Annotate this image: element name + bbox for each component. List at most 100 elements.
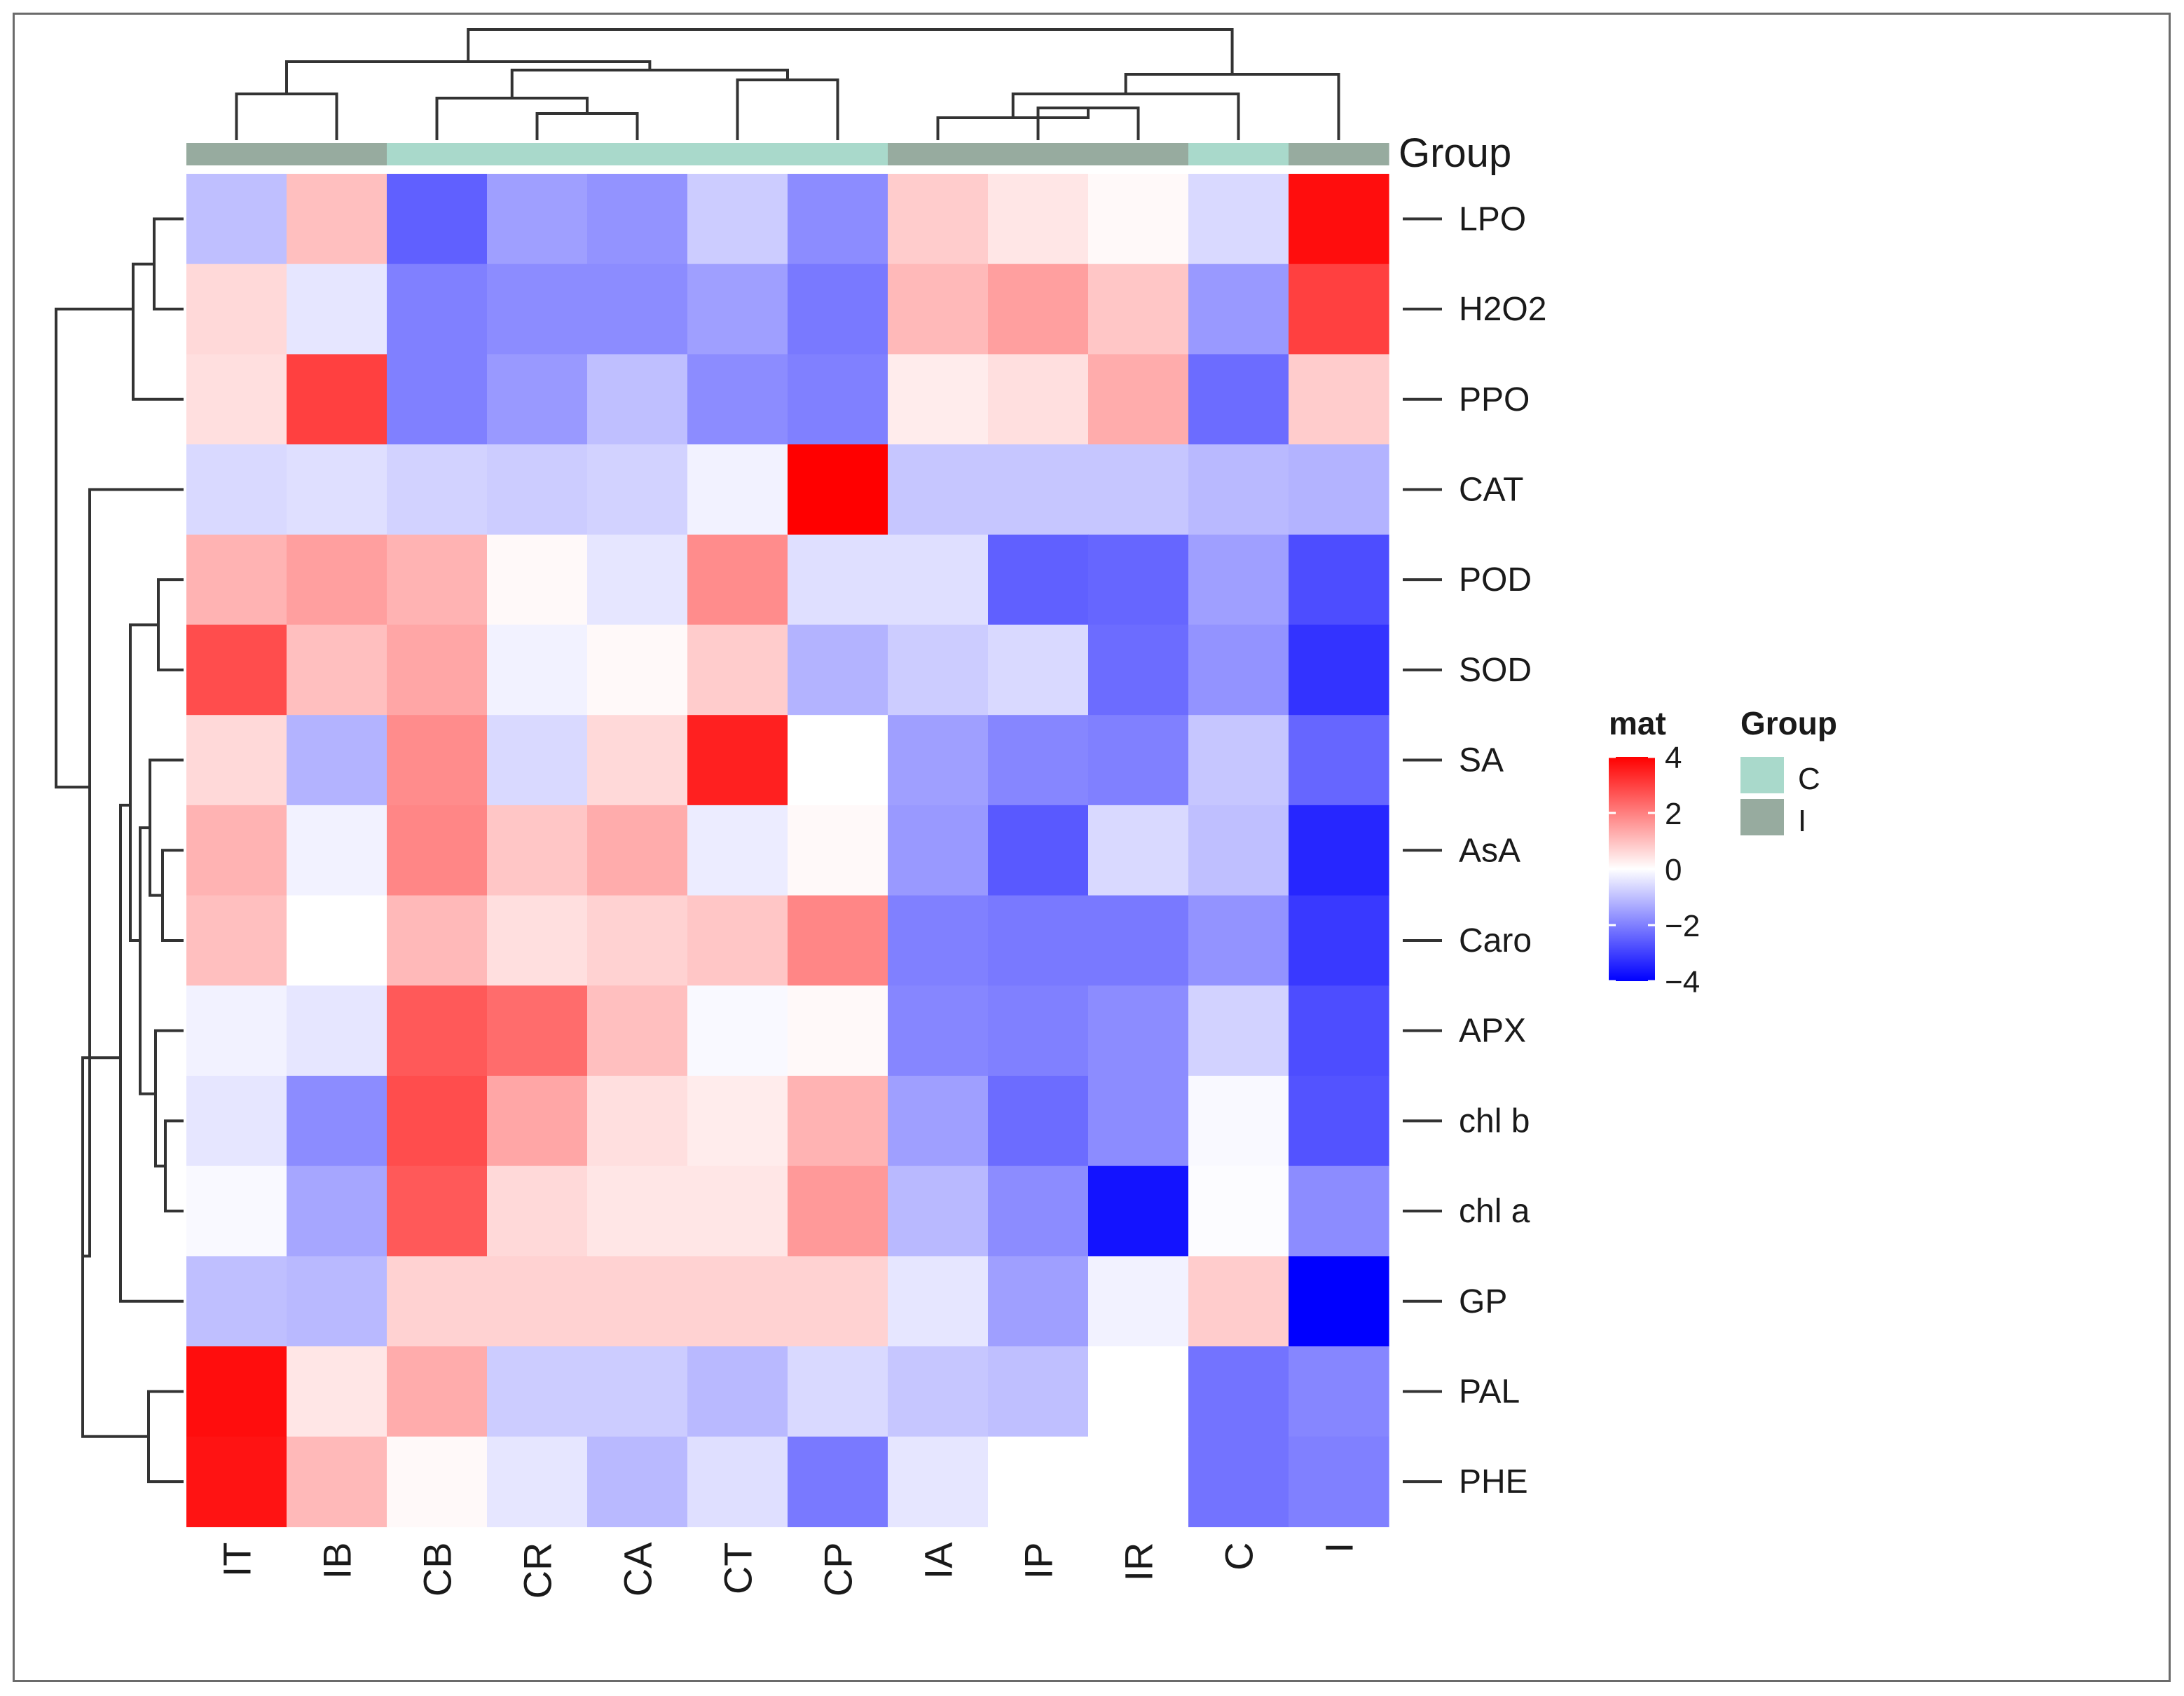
heatmap-cell-lpo-ct xyxy=(687,174,788,265)
column-dendrogram-branch xyxy=(736,78,839,140)
group-annotation-ib xyxy=(287,143,387,165)
row-dendrogram-branch xyxy=(164,1119,184,1213)
heatmap-cell-phe-ib xyxy=(287,1436,387,1528)
heatmap-cell-lpo-cp xyxy=(788,174,888,265)
heatmap-cell-caro-i xyxy=(1289,895,1389,986)
heatmap-cell-apx-ib xyxy=(287,985,387,1076)
group-annotation-ct xyxy=(687,143,788,165)
row-dendrogram-branch xyxy=(132,262,184,401)
heatmap-cell-apx-ct xyxy=(687,985,788,1076)
heatmap-cell-phe-c xyxy=(1188,1436,1289,1528)
group-annotation-cp xyxy=(788,143,888,165)
heatmap-cell-cat-cp xyxy=(788,444,888,535)
column-label-ip: IP xyxy=(1017,1543,1061,1580)
heatmap-cell-h2o2-it xyxy=(186,264,287,355)
heatmap-cell-chl-b-ip xyxy=(988,1076,1089,1167)
heatmap-cell-phe-ir xyxy=(1088,1436,1189,1528)
column-label-cr: CR xyxy=(516,1543,560,1599)
heatmap-cell-phe-cr xyxy=(487,1436,588,1528)
heatmap-cells xyxy=(186,174,1389,1528)
column-label-c: C xyxy=(1217,1543,1261,1571)
heatmap-cell-pod-ia xyxy=(888,534,989,626)
row-label-h2o2: H2O2 xyxy=(1459,291,1546,328)
heatmap-cell-phe-ca xyxy=(587,1436,688,1528)
heatmap-cell-caro-it xyxy=(186,895,287,986)
group-legend-label-c: C xyxy=(1798,762,1820,796)
heatmap-cell-chl-a-cr xyxy=(487,1165,588,1257)
heatmap-cell-gp-ib xyxy=(287,1256,387,1347)
row-dendrogram-branch xyxy=(129,623,158,942)
heatmap-cell-cat-ir xyxy=(1088,444,1189,535)
heatmap-cell-h2o2-ca xyxy=(587,264,688,355)
row-label-lpo: LPO xyxy=(1459,200,1526,238)
heatmap-cell-pod-ip xyxy=(988,534,1089,626)
heatmap-cell-sa-cr xyxy=(487,715,588,806)
heatmap-cell-pod-it xyxy=(186,534,287,626)
group-legend-swatch-i xyxy=(1740,799,1784,835)
heatmap-cell-gp-cr xyxy=(487,1256,588,1347)
heatmap-cell-apx-cp xyxy=(788,985,888,1076)
heatmap-cell-gp-ia xyxy=(888,1256,989,1347)
heatmap-cell-phe-cp xyxy=(788,1436,888,1528)
heatmap-cell-chl-b-ca xyxy=(587,1076,688,1167)
row-dendrogram-branch xyxy=(83,488,184,1258)
heatmap-cell-chl-a-ip xyxy=(988,1165,1089,1257)
column-label-ir: IR xyxy=(1117,1543,1161,1582)
column-dendrogram xyxy=(235,28,1340,140)
group-annotation-bar xyxy=(186,143,1389,165)
heatmap-cell-cat-ca xyxy=(587,444,688,535)
row-labels: LPO H2O2 PPO CAT POD SOD SA AsA Caro APX chl b chl … xyxy=(1403,200,1546,1500)
group-annotation-i xyxy=(1289,143,1389,165)
heatmap-cell-chl-a-cp xyxy=(788,1165,888,1257)
column-label-ct: CT xyxy=(716,1543,760,1595)
heatmap-cell-h2o2-ip xyxy=(988,264,1089,355)
row-label-cat: CAT xyxy=(1459,471,1523,508)
column-labels: IT IB CB CR CA CT CP IA IP IR C I xyxy=(215,1542,1361,1599)
heatmap-cell-lpo-ib xyxy=(287,174,387,265)
heatmap-cell-phe-ip xyxy=(988,1436,1089,1528)
heatmap-cell-apx-ir xyxy=(1088,985,1189,1076)
row-dendrogram-branch xyxy=(157,578,184,671)
heatmap-cell-cat-cb xyxy=(387,444,488,535)
column-dendrogram-branch xyxy=(1124,73,1340,140)
legend-tick-label: −2 xyxy=(1665,909,1700,943)
heatmap-cell-sod-i xyxy=(1289,624,1389,716)
heatmap-cell-ppo-ia xyxy=(888,354,989,445)
heatmap-cell-sod-ct xyxy=(687,624,788,716)
heatmap-cell-asa-cr xyxy=(487,805,588,896)
heatmap-cell-ppo-c xyxy=(1188,354,1289,445)
heatmap-cell-chl-a-c xyxy=(1188,1165,1289,1257)
heatmap-cell-cat-ct xyxy=(687,444,788,535)
column-dendrogram-branch xyxy=(535,112,639,140)
row-dendrogram-branch xyxy=(55,308,133,789)
heatmap-cell-cat-ib xyxy=(287,444,387,535)
heatmap-cell-sod-it xyxy=(186,624,287,716)
heatmap-cell-sa-ib xyxy=(287,715,387,806)
heatmap-cell-caro-cp xyxy=(788,895,888,986)
row-dendrogram-branch xyxy=(153,217,184,311)
heatmap-cell-cat-ia xyxy=(888,444,989,535)
group-legend-title: Group xyxy=(1740,705,1837,741)
heatmap-cell-pal-ia xyxy=(888,1346,989,1437)
heatmap-cell-caro-ca xyxy=(587,895,688,986)
mat-color-bar xyxy=(1609,757,1655,981)
heatmap-cell-caro-ct xyxy=(687,895,788,986)
heatmap-cell-pod-i xyxy=(1289,534,1389,626)
heatmap-cell-lpo-ia xyxy=(888,174,989,265)
heatmap-cell-lpo-cb xyxy=(387,174,488,265)
heatmap-cell-chl-b-ct xyxy=(687,1076,788,1167)
row-label-sod: SOD xyxy=(1459,652,1532,689)
heatmap-cell-sa-ia xyxy=(888,715,989,806)
heatmap-cell-asa-i xyxy=(1289,805,1389,896)
row-dendrogram-branch xyxy=(139,826,156,1095)
heatmap-cell-chl-a-it xyxy=(186,1165,287,1257)
heatmap-cell-cat-c xyxy=(1188,444,1289,535)
heatmap-cell-pod-cr xyxy=(487,534,588,626)
heatmap-cell-ppo-ir xyxy=(1088,354,1189,445)
group-legend-swatch-c xyxy=(1740,757,1784,793)
group-annotation-ir xyxy=(1088,143,1189,165)
mat-legend-ticks: 4 2 0 −2 −4 xyxy=(1609,741,1700,999)
heatmap-cell-chl-a-ca xyxy=(587,1165,688,1257)
heatmap-cell-h2o2-cp xyxy=(788,264,888,355)
heatmap-cell-chl-a-ir xyxy=(1088,1165,1189,1257)
